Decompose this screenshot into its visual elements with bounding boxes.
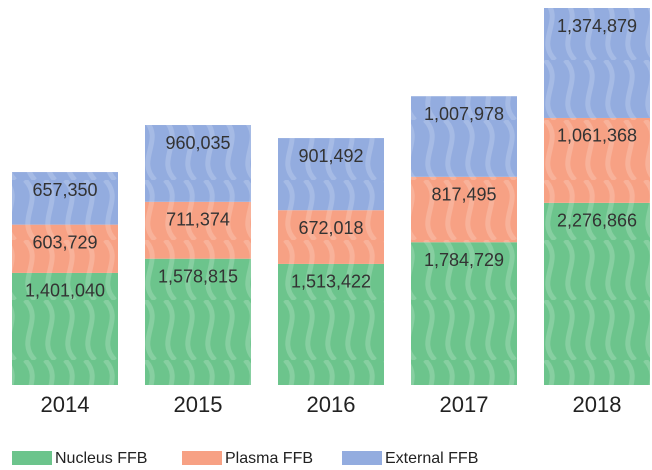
bar-texture	[145, 258, 251, 385]
bar-texture	[278, 263, 384, 385]
bar-texture	[544, 8, 650, 118]
data-label: 1,513,422	[291, 272, 371, 292]
data-label: 672,018	[298, 218, 363, 238]
legend-label: Nucleus FFB	[55, 450, 147, 467]
data-label: 1,061,368	[557, 126, 637, 146]
x-tick-label: 2014	[41, 392, 90, 417]
data-label: 1,784,729	[424, 250, 504, 270]
x-tick-label: 2018	[573, 392, 622, 417]
legend-swatch	[12, 451, 52, 465]
data-label: 1,374,879	[557, 16, 637, 36]
data-label: 711,374	[166, 210, 230, 230]
legend-label: Plasma FFB	[225, 450, 313, 467]
bar-texture	[145, 201, 251, 259]
data-label: 960,035	[165, 133, 230, 153]
legend-swatch	[342, 451, 382, 465]
x-tick-label: 2017	[440, 392, 489, 417]
data-label: 657,350	[32, 180, 97, 200]
data-label: 603,729	[32, 232, 97, 252]
bar-texture	[278, 138, 384, 211]
bar-texture	[12, 172, 118, 225]
bar-texture	[278, 210, 384, 264]
bar-texture	[411, 176, 517, 243]
data-label: 1,578,815	[158, 266, 238, 286]
data-label: 1,007,978	[424, 104, 504, 124]
legend-label: External FFB	[385, 450, 478, 467]
bar-texture	[544, 117, 650, 203]
x-tick-label: 2015	[174, 392, 223, 417]
bar-texture	[12, 272, 118, 385]
bar-texture	[411, 96, 517, 177]
data-label: 817,495	[431, 185, 496, 205]
bar-texture	[411, 242, 517, 385]
bar-texture	[145, 125, 251, 202]
data-label: 901,492	[298, 146, 363, 166]
bar-texture	[544, 202, 650, 385]
data-label: 2,276,866	[557, 211, 637, 231]
bar-texture	[12, 224, 118, 273]
data-label: 1,401,040	[25, 281, 105, 301]
x-tick-label: 2016	[307, 392, 356, 417]
legend-swatch	[182, 451, 222, 465]
